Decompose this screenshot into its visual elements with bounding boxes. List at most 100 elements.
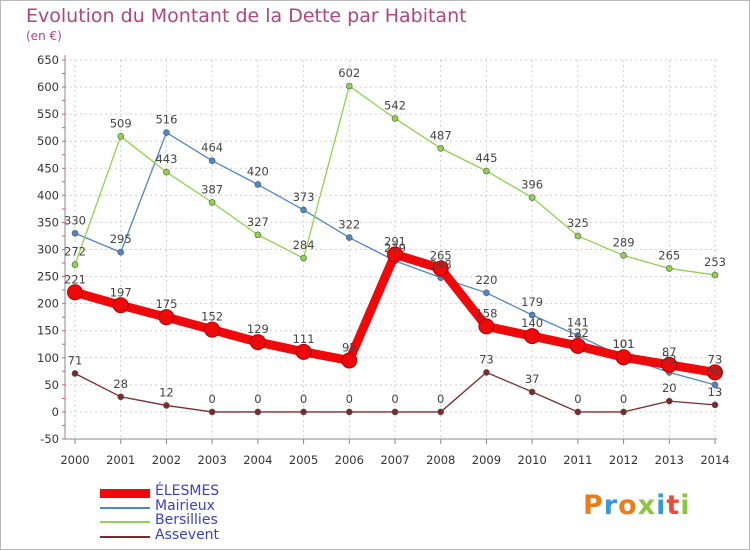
point-bersillies [437,144,445,152]
point-bersillies [391,115,399,122]
y-tick-label: 100 [37,351,59,365]
y-tick-label: 500 [37,134,59,148]
data-label-mairieux: 248 [430,258,452,272]
point-bersillies [208,199,216,206]
logo-letter: t [666,490,681,521]
point--lesmes [615,349,632,366]
x-tick-label: 2001 [106,453,135,467]
point-assevent [574,408,582,416]
data-labels: 221 197 175 152 129 111 95 291 265 158 140 122 101 87… [64,66,726,406]
data-label-assevent: 73 [479,352,494,366]
legend-label: Bersillies [155,512,218,528]
logo-letter: o [618,490,638,521]
point--lesmes [67,284,83,301]
y-tick-label: 0 [52,405,59,419]
data-label-assevent: 0 [300,392,307,406]
data-label--lesmes: 129 [247,322,269,336]
point-mairieux [163,129,170,136]
point--lesmes [387,246,403,263]
point-mairieux [528,311,536,319]
point--lesmes [295,343,312,360]
data-label-bersillies: 487 [430,128,452,142]
point--lesmes [158,309,175,326]
data-label--lesmes: 73 [708,352,723,366]
point-assevent [665,397,673,405]
data-label-bersillies: 602 [338,66,360,80]
y-tick-label: 150 [37,324,59,338]
y-tick-label: 300 [37,243,59,257]
data-label-assevent: 0 [391,392,398,406]
point-mairieux [345,234,353,241]
point--lesmes [249,334,266,351]
data-label-assevent: 0 [620,392,627,406]
x-tick-label: 2000 [60,453,89,467]
point--lesmes [341,352,358,369]
point--lesmes [204,321,221,338]
point-bersillies [574,232,582,240]
point-bersillies [345,82,353,90]
data-label-assevent: 13 [708,385,723,399]
data-label--lesmes: 122 [567,326,589,340]
legend-label: ÉLESMES [155,483,220,499]
point-mairieux [483,289,490,297]
point-assevent [117,393,125,401]
point-assevent [208,408,216,416]
point-assevent [163,402,170,409]
data-label--lesmes: 140 [521,316,543,330]
x-tick-label: 2006 [335,453,364,467]
x-tick-label: 2010 [518,453,547,467]
data-label-bersillies: 289 [613,235,635,249]
data-label-mairieux: 373 [293,190,315,204]
point--lesmes [112,297,129,314]
logo-letter: i [656,490,667,521]
x-tick-label: 2005 [289,453,318,467]
data-label--lesmes: 291 [384,234,406,248]
data-label-assevent: 37 [525,372,540,386]
data-label-assevent: 28 [113,377,128,391]
data-label-assevent: 0 [346,392,353,406]
data-label-mairieux: 295 [110,232,132,246]
point-bersillies [71,261,79,268]
point-bersillies [528,194,536,201]
data-label-assevent: 20 [662,381,677,395]
point--lesmes [707,364,723,381]
point--lesmes [661,356,678,373]
point--lesmes [524,328,541,345]
data-label-mairieux: 73 [662,352,677,366]
data-label-mairieux: 516 [155,113,177,127]
x-tick-label: 2009 [472,453,501,467]
data-label-bersillies: 396 [521,178,543,192]
point-assevent [71,370,79,377]
legend-label: Assevent [155,526,220,543]
data-label-assevent: 0 [208,392,215,406]
point-assevent [483,369,490,376]
point-bersillies [300,254,307,262]
logo-letter: r [603,490,619,521]
point-bersillies [483,167,490,175]
x-tick-label: 2013 [655,453,684,467]
data-label-bersillies: 325 [567,216,589,230]
point-assevent [254,408,262,416]
data-label-bersillies: 387 [201,182,223,196]
data-label--lesmes: 101 [613,337,635,351]
data-label--lesmes: 87 [662,345,677,359]
data-label-mairieux: 330 [64,213,86,227]
data-label-assevent: 0 [437,392,444,406]
point-mairieux [711,381,719,389]
data-label--lesmes: 158 [475,306,497,320]
data-label-assevent: 71 [68,353,83,367]
data-label-mairieux: 220 [475,273,497,287]
axes: -500501001502002503003504004505005506006… [37,53,730,467]
y-tick-label: 350 [37,215,59,229]
logo-letter: x [637,490,657,521]
x-tick-label: 2007 [380,453,409,467]
point-mairieux [71,229,79,237]
x-tick-label: 2014 [700,453,729,467]
x-tick-label: 2012 [609,453,638,467]
proxiti-logo: Proxiti [583,490,691,521]
logo-letter: i [680,490,691,521]
data-label-bersillies: 443 [155,152,177,166]
data-label--lesmes: 95 [342,340,357,354]
legend-swatch [100,506,150,509]
